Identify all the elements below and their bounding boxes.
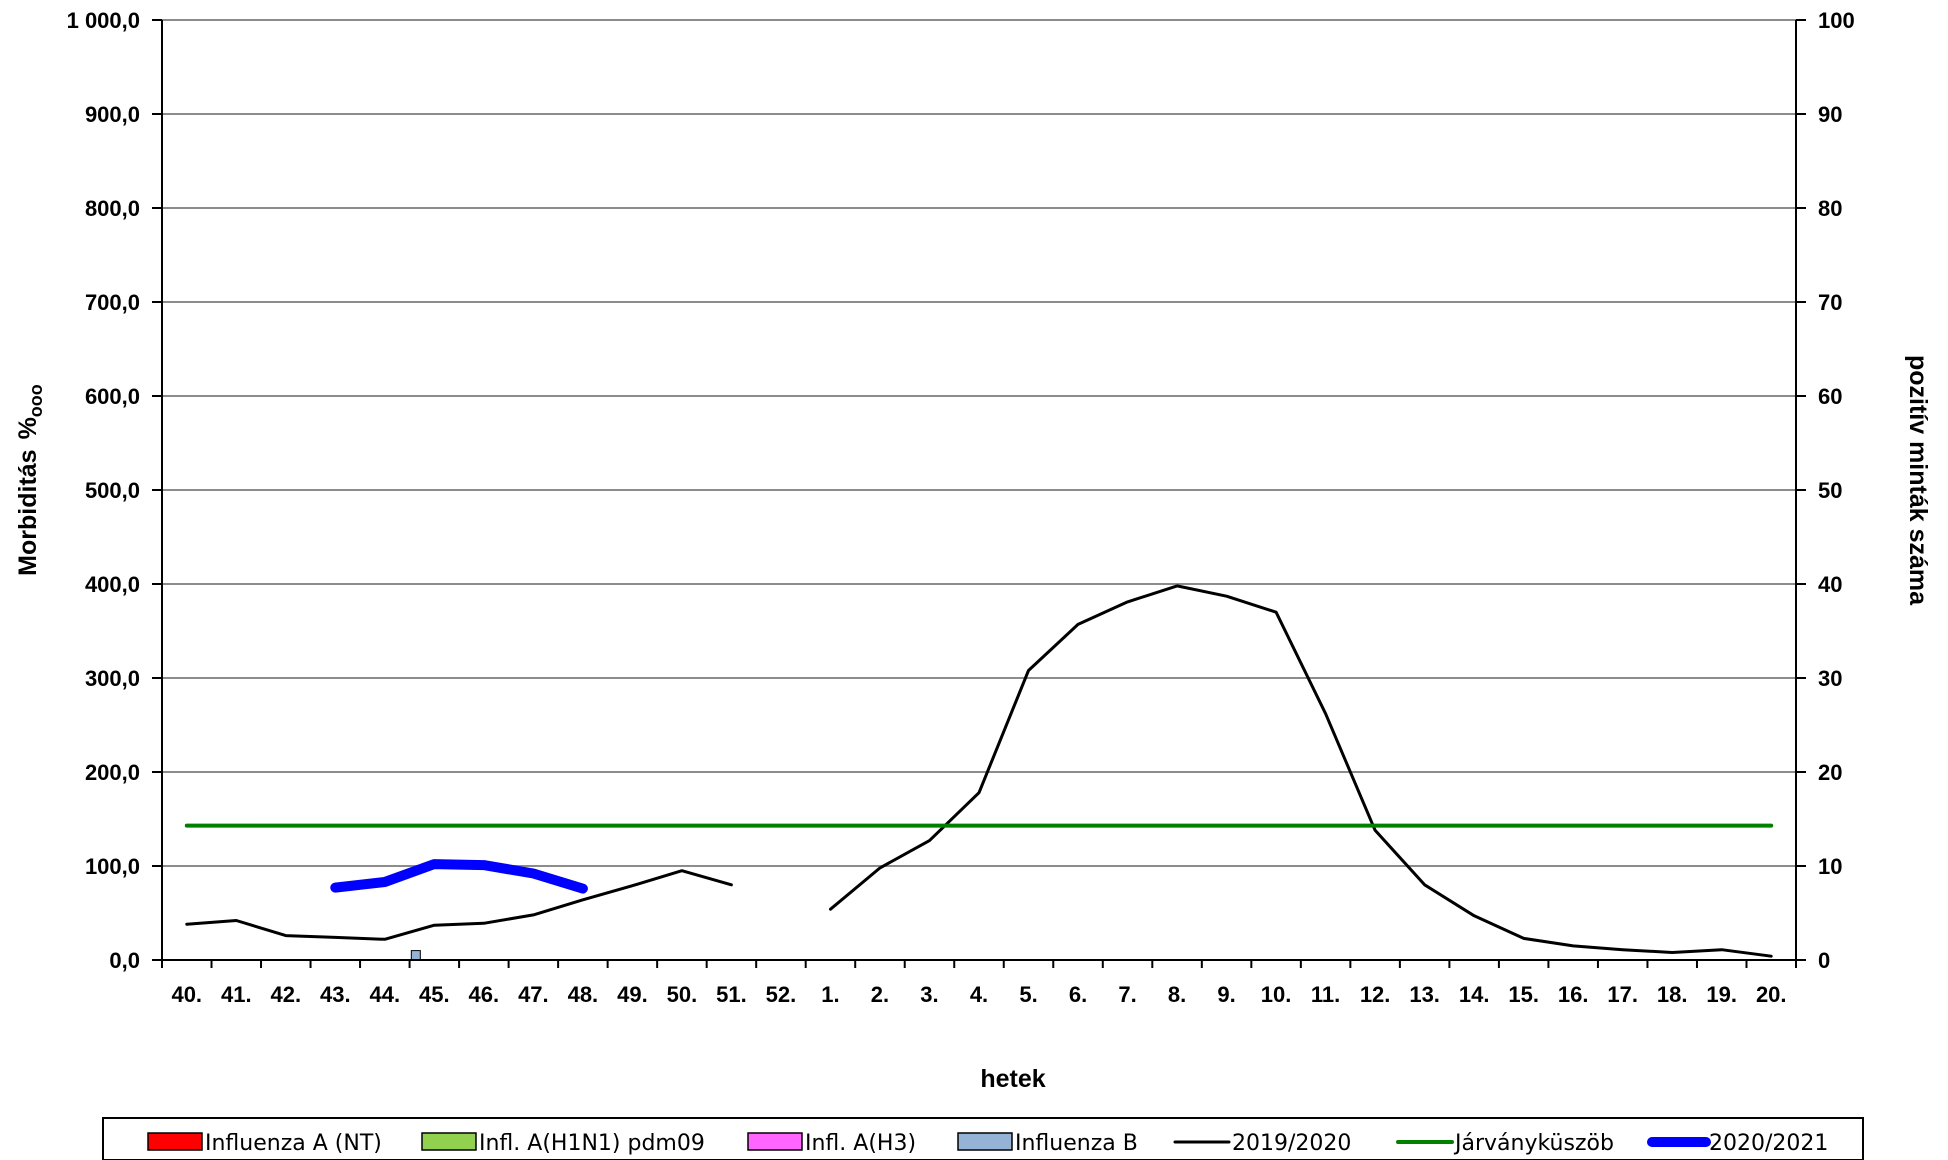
right-tick-label: 60: [1818, 384, 1842, 409]
x-axis-title: hetek: [980, 1065, 1045, 1093]
x-tick-label: 11.: [1311, 982, 1340, 1007]
x-tick-label: 51.: [716, 982, 747, 1007]
legend-label: 2020/2021: [1709, 1131, 1828, 1156]
x-tick-label: 3.: [920, 982, 938, 1007]
left-tick-label: 600,0: [85, 384, 140, 409]
right-tick-label: 100: [1818, 8, 1855, 33]
series-line: [185, 869, 733, 941]
bar-series: [410, 950, 421, 961]
y-left-axis-unit: %ooo: [14, 384, 46, 439]
x-tick-label: 4.: [970, 982, 988, 1007]
left-tick-label: 100,0: [85, 854, 140, 879]
x-tick-label: 16.: [1558, 982, 1589, 1007]
legend-items: Influenza A (NT) Infl. A(H1N1) pdm09 Infl.…: [147, 1131, 1828, 1156]
y-left-axis-title-text: Morbiditás: [14, 449, 42, 575]
x-tick-label: 50.: [667, 982, 698, 1007]
right-tick-label: 0: [1818, 948, 1830, 973]
legend-label: Influenza A (NT): [205, 1131, 382, 1156]
left-tick-label: 900,0: [85, 102, 140, 127]
left-tick-label: 0,0: [109, 948, 140, 973]
unit-percent-char: %: [14, 417, 42, 439]
x-tick-label: 40.: [171, 982, 202, 1007]
legend-label: Infl. A(H3): [805, 1131, 916, 1156]
x-tick-label: 1.: [821, 982, 839, 1007]
gridlines: [162, 19, 1796, 867]
x-tick-label: 13.: [1409, 982, 1440, 1007]
unit-ooo: ooo: [26, 384, 46, 417]
x-tick-label: 17.: [1607, 982, 1638, 1007]
x-tick-label: 19.: [1706, 982, 1737, 1007]
x-tick-label: 44.: [370, 982, 401, 1007]
x-tick-label: 6.: [1069, 982, 1087, 1007]
x-tick-label: 43.: [320, 982, 351, 1007]
left-tick-label: 500,0: [85, 478, 140, 503]
legend-swatch: [957, 1132, 1013, 1151]
line-series: [184, 584, 1774, 958]
right-tick-label: 40: [1818, 572, 1842, 597]
legend-label: Influenza B: [1015, 1131, 1138, 1156]
right-tick-label: 50: [1818, 478, 1842, 503]
x-tick-label: 48.: [568, 982, 599, 1007]
left-tick-label: 400,0: [85, 572, 140, 597]
x-tick-label: 41.: [221, 982, 252, 1007]
x-tick-label: 2.: [871, 982, 889, 1007]
x-tick-label: 8.: [1168, 982, 1186, 1007]
legend-label: Infl. A(H1N1) pdm09: [479, 1131, 705, 1156]
axes: [152, 19, 1806, 968]
legend-swatch: [147, 1132, 203, 1151]
series-line: [829, 584, 1773, 958]
left-tick-label: 700,0: [85, 290, 140, 315]
right-tick-label: 10: [1818, 854, 1842, 879]
left-tick-label: 800,0: [85, 196, 140, 221]
legend-swatch: [421, 1132, 477, 1151]
x-tick-label: 5.: [1019, 982, 1037, 1007]
left-tick-label: 1 000,0: [67, 8, 140, 33]
x-tick-label: 9.: [1217, 982, 1235, 1007]
right-axis-tick-labels: 0 10 20 30 40 50 60 70 80 90 100: [1818, 8, 1855, 973]
x-tick-label: 46.: [469, 982, 500, 1007]
left-tick-label: 200,0: [85, 760, 140, 785]
legend-swatch: [747, 1132, 803, 1151]
bar: [410, 950, 421, 961]
x-tick-label: 18.: [1657, 982, 1688, 1007]
x-tick-label: 49.: [617, 982, 648, 1007]
x-tick-label: 20.: [1756, 982, 1787, 1007]
right-tick-label: 20: [1818, 760, 1842, 785]
series-line: [330, 859, 588, 894]
x-tick-label: 45.: [419, 982, 450, 1007]
x-tick-label: 52.: [766, 982, 797, 1007]
x-tick-label: 10.: [1261, 982, 1292, 1007]
y-right-axis-title: pozitív minták száma: [1904, 355, 1932, 606]
x-axis-tick-labels: 40. 41. 42. 43. 44. 45. 46. 47. 48. 49. 50. 51. 52. 1…: [171, 982, 1786, 1007]
y-left-axis-title: Morbiditás%ooo: [14, 384, 46, 576]
legend-label: Járványküszöb: [1453, 1131, 1614, 1156]
legend-label: 2019/2020: [1232, 1131, 1351, 1156]
right-tick-label: 70: [1818, 290, 1842, 315]
legend: Influenza A (NT) Infl. A(H1N1) pdm09 Infl.…: [102, 1117, 1864, 1160]
right-tick-label: 30: [1818, 666, 1842, 691]
x-tick-label: 7.: [1118, 982, 1136, 1007]
right-tick-label: 90: [1818, 102, 1842, 127]
right-tick-label: 80: [1818, 196, 1842, 221]
x-tick-label: 42.: [270, 982, 301, 1007]
x-tick-label: 15.: [1508, 982, 1539, 1007]
x-tick-label: 14.: [1459, 982, 1490, 1007]
x-tick-label: 12.: [1360, 982, 1391, 1007]
left-tick-label: 300,0: [85, 666, 140, 691]
x-tick-label: 47.: [518, 982, 549, 1007]
left-axis-tick-labels: 0,0 100,0 200,0 300,0 400,0 500,0 600,0 700,0 80…: [67, 8, 140, 973]
